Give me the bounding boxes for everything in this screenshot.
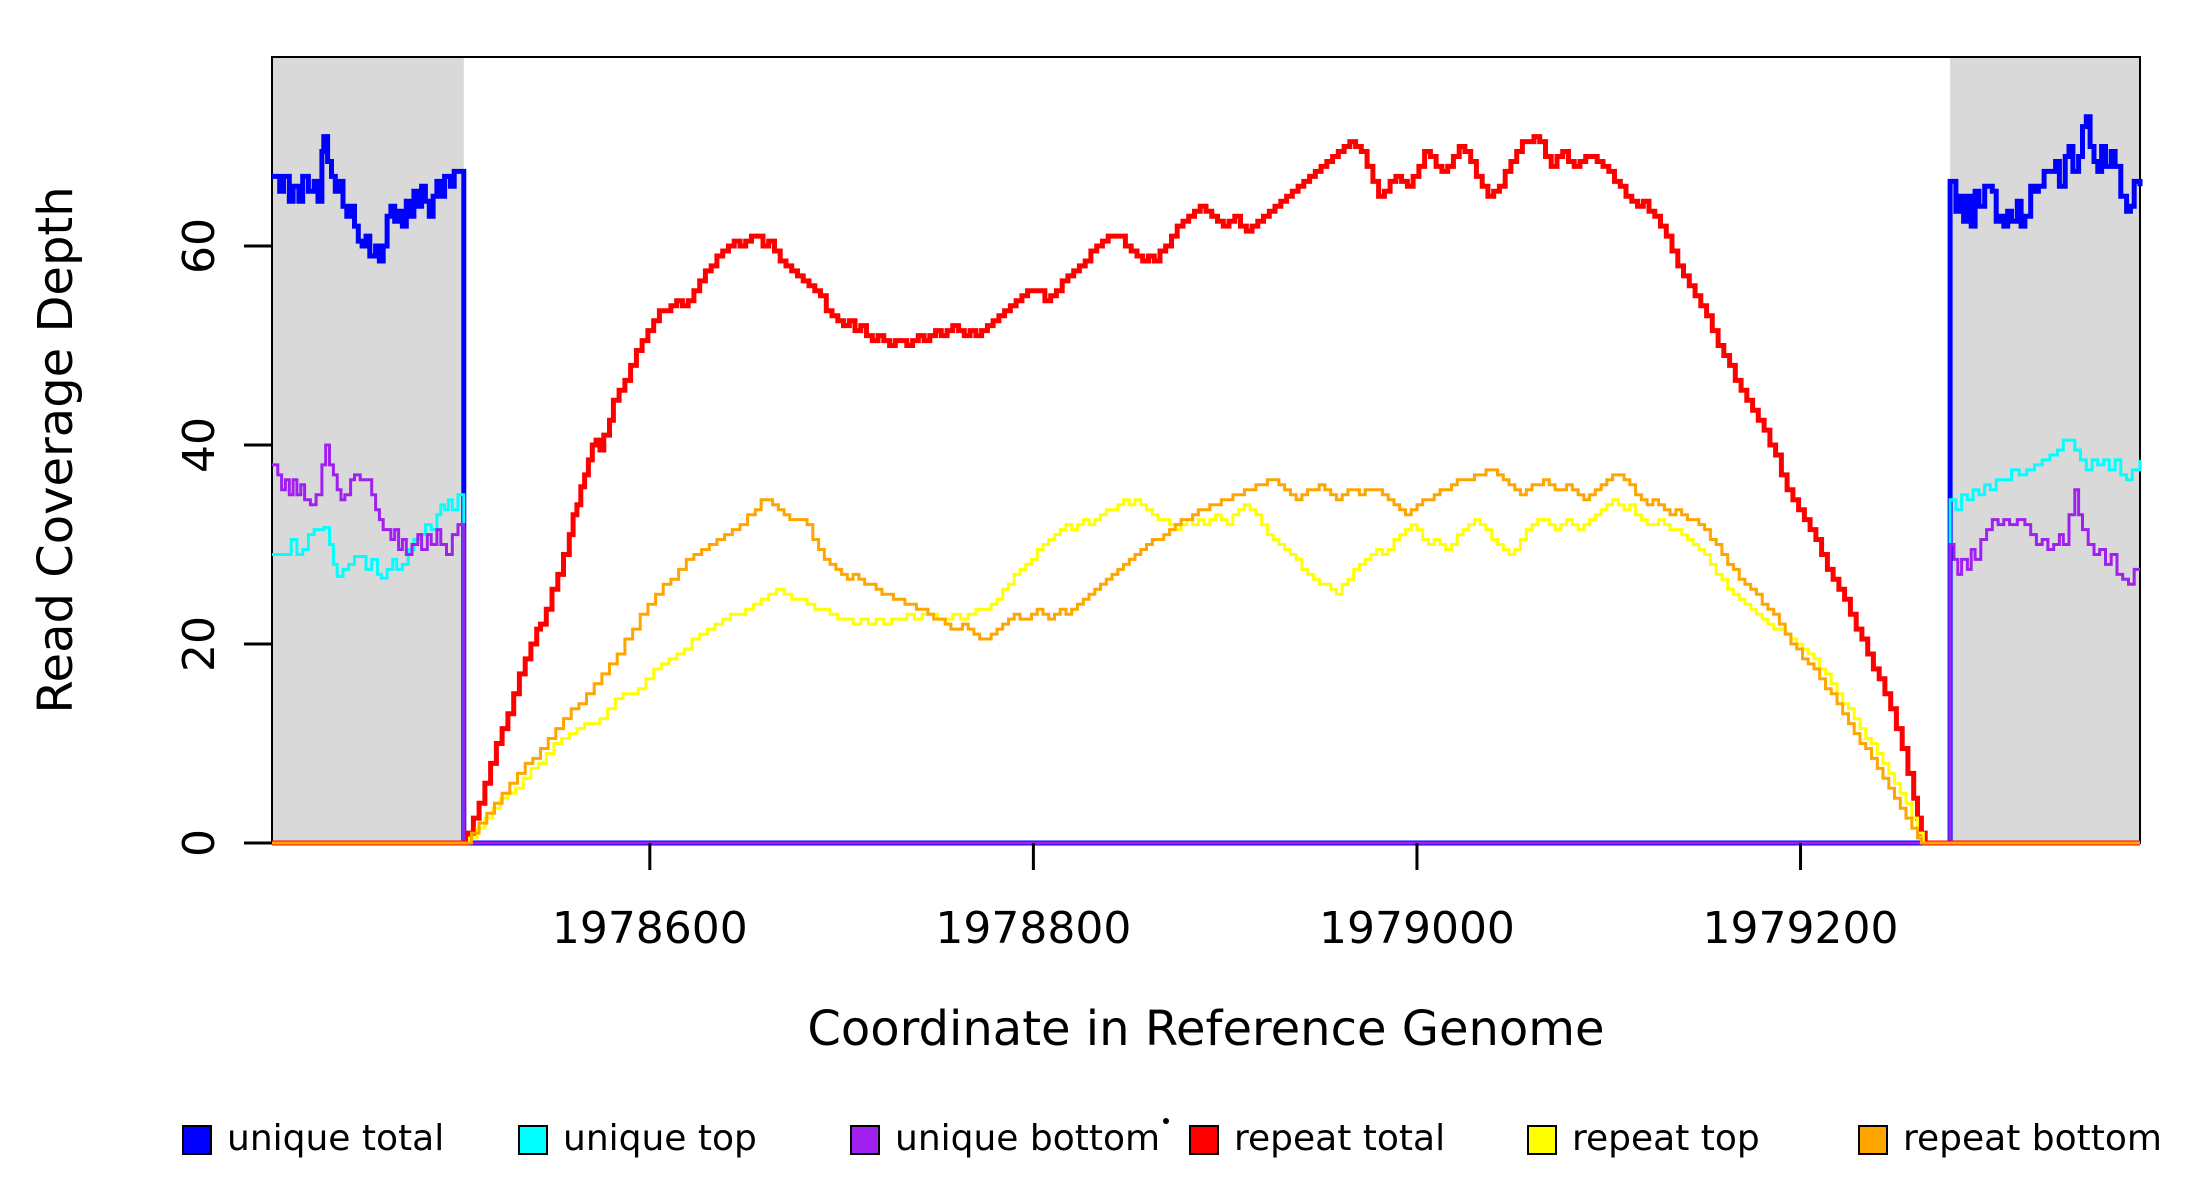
legend-label-repeat-total: repeat total xyxy=(1234,1118,1445,1159)
legend-label-unique-bottom: unique bottom xyxy=(895,1118,1160,1159)
stray-mark xyxy=(1163,1118,1169,1124)
legend-swatch-repeat-bottom xyxy=(1858,1125,1888,1155)
x-tick-label: 1978800 xyxy=(935,903,1131,954)
x-tick-label: 1979200 xyxy=(1703,903,1899,954)
legend-swatch-repeat-total xyxy=(1189,1125,1219,1155)
legend-label-repeat-bottom: repeat bottom xyxy=(1903,1118,2162,1159)
series-repeat-top xyxy=(272,498,2140,845)
x-tick-label: 1978600 xyxy=(552,903,748,954)
y-tick-label: 40 xyxy=(174,417,225,473)
legend-label-repeat-top: repeat top xyxy=(1572,1118,1760,1159)
y-tick-label: 60 xyxy=(174,218,225,274)
legend-swatch-unique-total xyxy=(182,1125,212,1155)
y-axis-title: Read Coverage Depth xyxy=(28,186,84,713)
series-layer xyxy=(272,114,2143,846)
series-repeat-total xyxy=(272,134,2140,846)
legend-swatch-unique-top xyxy=(518,1125,548,1155)
legend-label-unique-top: unique top xyxy=(563,1118,757,1159)
legend-label-unique-total: unique total xyxy=(227,1118,444,1159)
series-unique-bottom xyxy=(272,443,2140,845)
legend-swatch-repeat-top xyxy=(1527,1125,1557,1155)
series-repeat-bottom xyxy=(272,468,2140,845)
y-tick-label: 0 xyxy=(174,829,225,857)
y-tick-label: 20 xyxy=(174,616,225,672)
series-unique-total xyxy=(272,114,2143,846)
x-axis-title: Coordinate in Reference Genome xyxy=(807,1001,1604,1057)
axes-layer: 1978600 1978800 1979000 1979200 0 20 40 60 xyxy=(174,218,1899,954)
legend: unique total unique top unique bottom repea… xyxy=(182,1118,2162,1159)
series-unique-top xyxy=(272,438,2142,845)
x-tick-label: 1979000 xyxy=(1319,903,1515,954)
legend-swatch-unique-bottom xyxy=(850,1125,880,1155)
